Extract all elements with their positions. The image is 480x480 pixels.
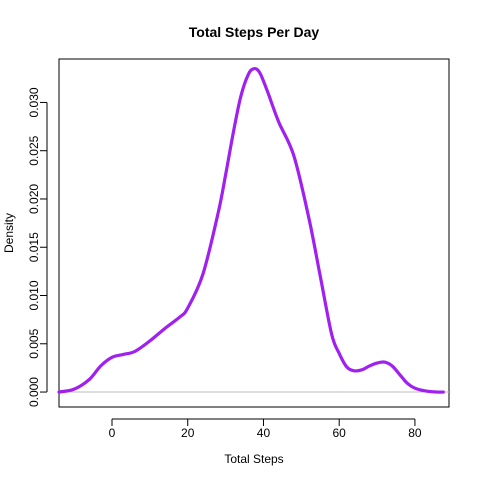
density-curve — [59, 69, 443, 393]
y-tick-label: 0.025 — [27, 135, 41, 165]
x-tick-label: 60 — [333, 426, 347, 440]
y-tick-label: 0.005 — [27, 328, 41, 358]
x-axis: 0 20 40 60 80 — [109, 419, 422, 440]
x-tick-label: 20 — [181, 426, 195, 440]
x-tick-label: 40 — [257, 426, 271, 440]
y-tick-label: 0.010 — [27, 280, 41, 310]
y-axis-label: Density — [2, 213, 16, 253]
x-tick-label: 80 — [408, 426, 422, 440]
chart-title: Total Steps Per Day — [189, 24, 320, 40]
x-tick-label: 0 — [109, 426, 116, 440]
y-axis: 0.000 0.005 0.010 0.015 0.020 0.025 0.030 — [27, 87, 47, 407]
y-tick-label: 0.020 — [27, 184, 41, 214]
y-tick-label: 0.030 — [27, 87, 41, 117]
y-tick-label: 0.000 — [27, 377, 41, 407]
x-axis-label: Total Steps — [224, 452, 283, 466]
y-tick-label: 0.015 — [27, 232, 41, 262]
